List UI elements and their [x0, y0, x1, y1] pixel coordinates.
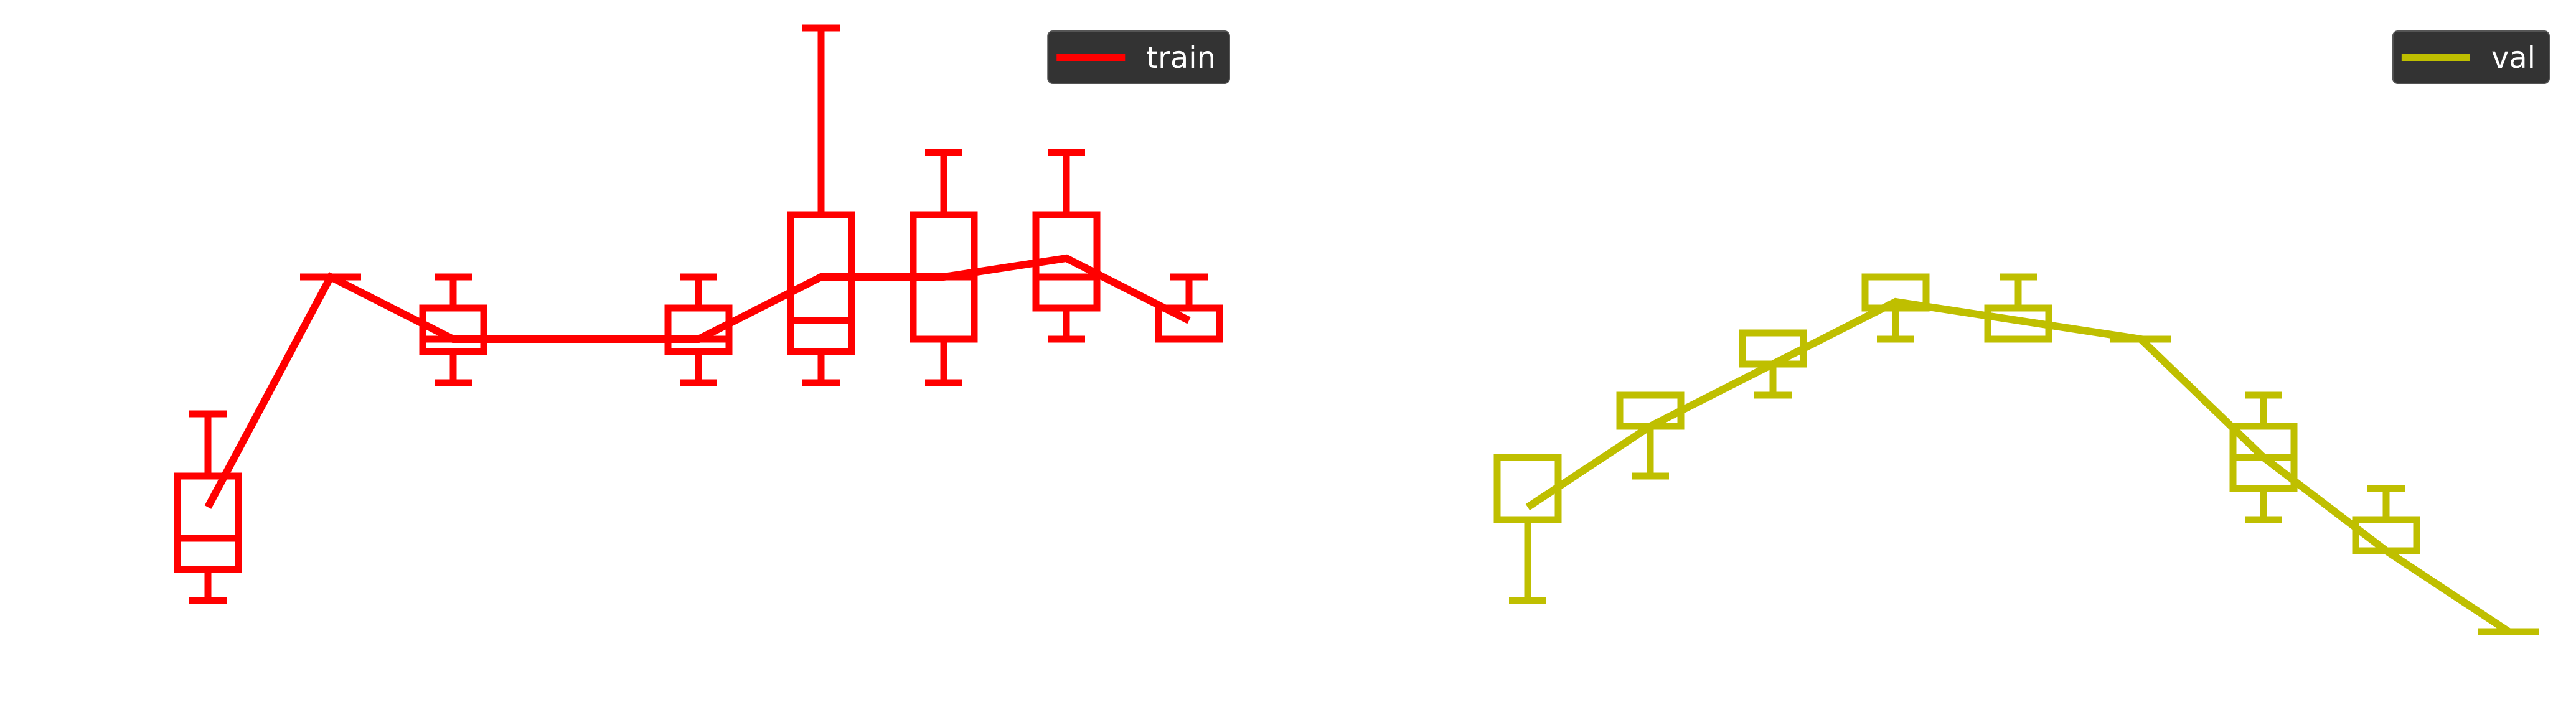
box-5: [1984, 273, 2052, 343]
box-3: [419, 273, 487, 386]
iqr-box: [1739, 329, 1807, 368]
iqr-box: [1493, 454, 1562, 523]
box-9: [1155, 273, 1223, 343]
box-2: [1616, 391, 1685, 480]
legend-background: [1047, 30, 1230, 84]
train-boxplot-panel: train: [174, 24, 1230, 604]
series-line-val: [1525, 297, 2511, 635]
box-8: [2352, 485, 2420, 554]
val-boxes: [1493, 273, 2539, 635]
train-boxes: [174, 24, 1223, 604]
box-1: [174, 410, 242, 604]
iqr-box: [419, 304, 487, 355]
val-legend: val: [2392, 30, 2550, 84]
legend-label-val: val: [2491, 40, 2536, 75]
iqr-box: [664, 304, 733, 355]
val-boxplot-panel: val: [1493, 30, 2550, 635]
box-1: [1493, 454, 1562, 604]
train-legend: train: [1047, 30, 1230, 84]
box-8: [1032, 149, 1101, 343]
box-3: [1739, 329, 1807, 399]
legend-background: [2392, 30, 2550, 84]
box-6: [787, 24, 855, 386]
val-line-layer: [1525, 297, 2511, 635]
train-line-layer: [204, 254, 1191, 509]
box-7: [910, 149, 978, 386]
legend-label-train: train: [1146, 40, 1216, 75]
series-line-train: [204, 254, 1191, 509]
iqr-box: [1616, 391, 1685, 430]
iqr-box: [174, 472, 242, 573]
iqr-box: [787, 211, 855, 355]
